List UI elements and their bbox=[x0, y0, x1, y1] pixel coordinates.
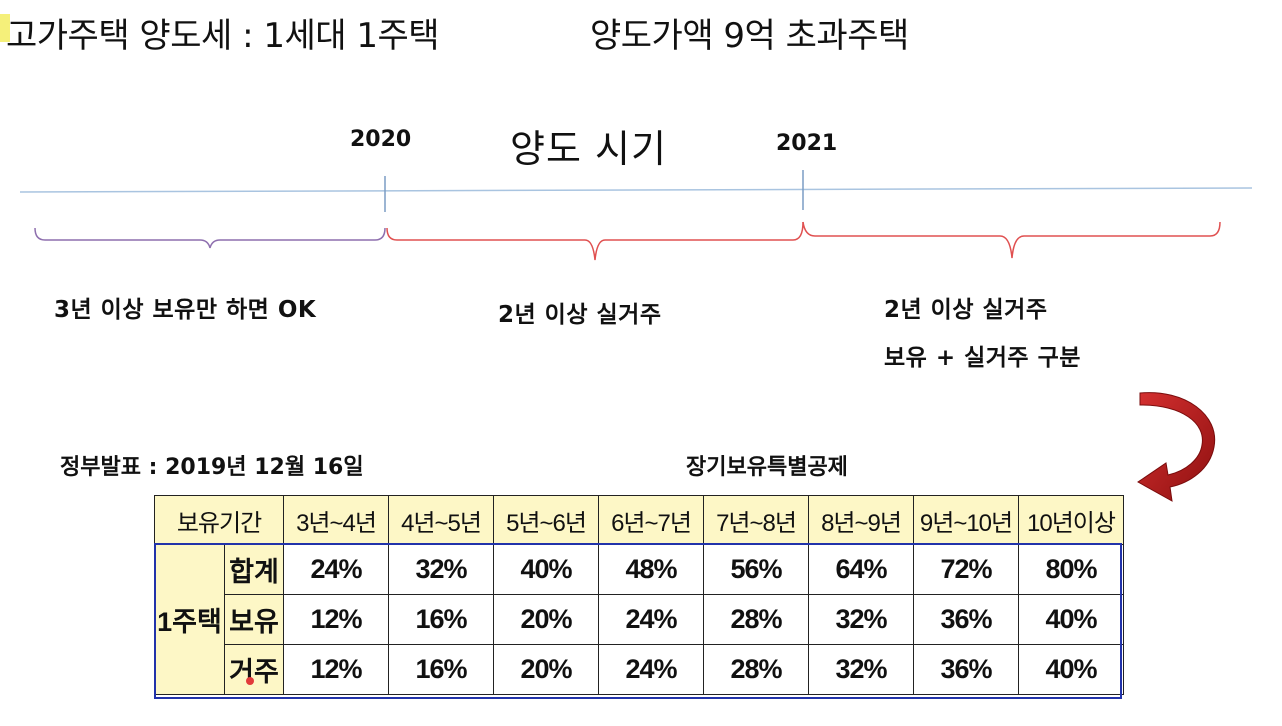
table-cell: 36% bbox=[913, 644, 1019, 695]
row-label: 보유 bbox=[224, 594, 284, 645]
table-row-residence: 거주 12% 16% 20% 24% 28% 32% 36% 40% bbox=[155, 644, 1124, 695]
header-cell: 7년~8년 bbox=[703, 495, 809, 545]
pointer-dot bbox=[246, 677, 254, 685]
table-cell: 48% bbox=[598, 544, 704, 595]
header-cell-holding-period: 보유기간 bbox=[154, 495, 284, 545]
table-cell: 28% bbox=[703, 594, 809, 645]
row-label: 거주 bbox=[224, 644, 284, 695]
table-cell: 24% bbox=[598, 644, 704, 695]
table-cell: 12% bbox=[283, 594, 389, 645]
page-subtitle: 양도가액 9억 초과주택 bbox=[590, 16, 909, 56]
table-cell: 32% bbox=[808, 594, 914, 645]
brace-period-2 bbox=[386, 221, 804, 261]
row-label: 합계 bbox=[224, 544, 284, 595]
table-cell: 40% bbox=[493, 544, 599, 595]
page-title: 고가주택 양도세 : 1세대 1주택 bbox=[6, 16, 440, 56]
announcement-date: 정부발표 : 2019년 12월 16일 bbox=[60, 455, 364, 480]
header-cell: 10년이상 bbox=[1018, 495, 1124, 545]
table-cell: 20% bbox=[493, 594, 599, 645]
header-cell: 9년~10년 bbox=[913, 495, 1019, 545]
table-cell: 80% bbox=[1018, 544, 1124, 595]
brace-period-1 bbox=[34, 227, 386, 249]
header-cell: 4년~5년 bbox=[388, 495, 494, 545]
timeline-axis bbox=[19, 187, 1253, 193]
brace-period-3 bbox=[802, 221, 1221, 259]
table-cell: 40% bbox=[1018, 594, 1124, 645]
table-cell: 32% bbox=[808, 644, 914, 695]
header-cell: 8년~9년 bbox=[808, 495, 914, 545]
timeline-heading: 양도 시기 bbox=[510, 127, 667, 171]
table-cell: 36% bbox=[913, 594, 1019, 645]
table-cell: 64% bbox=[808, 544, 914, 595]
timeline-year-2020: 2020 bbox=[350, 127, 412, 152]
header-cell: 5년~6년 bbox=[493, 495, 599, 545]
table-cell: 16% bbox=[388, 644, 494, 695]
table-row-holding: 보유 12% 16% 20% 24% 28% 32% 36% 40% bbox=[155, 594, 1124, 645]
table-cell: 20% bbox=[493, 644, 599, 695]
curved-arrow-icon bbox=[1137, 392, 1216, 502]
table-row-total: 1주택 합계 24% 32% 40% 48% 56% 64% 72% 80% bbox=[154, 544, 1124, 695]
period-label-2: 2년 이상 실거주 bbox=[498, 302, 662, 328]
table-cell: 28% bbox=[703, 644, 809, 695]
highlighter-mark bbox=[0, 14, 10, 42]
header-cell: 6년~7년 bbox=[598, 495, 704, 545]
table-cell: 24% bbox=[283, 544, 389, 595]
table-cell: 24% bbox=[598, 594, 704, 645]
header-cell: 3년~4년 bbox=[283, 495, 389, 545]
table-cell: 16% bbox=[388, 594, 494, 645]
deduction-table: 보유기간 3년~4년 4년~5년 5년~6년 6년~7년 7년~8년 8년~9년… bbox=[154, 495, 1124, 695]
table-header-row: 보유기간 3년~4년 4년~5년 5년~6년 6년~7년 7년~8년 8년~9년… bbox=[154, 495, 1124, 545]
period-label-3: 2년 이상 실거주 bbox=[884, 297, 1048, 323]
table-title: 장기보유특별공제 bbox=[686, 455, 848, 480]
table-cell: 72% bbox=[913, 544, 1019, 595]
timeline-diagram bbox=[19, 170, 1253, 261]
timeline-year-2021: 2021 bbox=[776, 131, 838, 156]
table-cell: 56% bbox=[703, 544, 809, 595]
table-cell: 12% bbox=[283, 644, 389, 695]
period-label-1: 3년 이상 보유만 하면 OK bbox=[54, 297, 317, 323]
group-label-one-house: 1주택 bbox=[154, 544, 225, 695]
table-cell: 40% bbox=[1018, 644, 1124, 695]
table-cell: 32% bbox=[388, 544, 494, 595]
period-note-3: 보유 + 실거주 구분 bbox=[884, 345, 1081, 371]
